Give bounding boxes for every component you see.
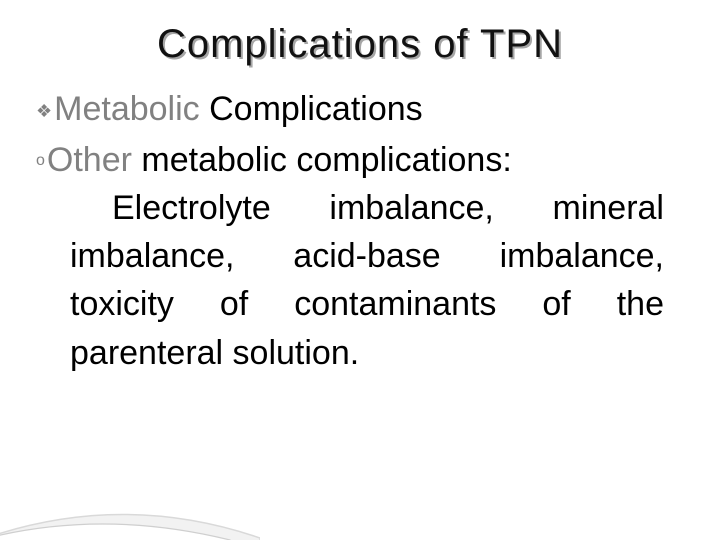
bullet-other-line: oOther metabolic complications: [36, 138, 664, 182]
swoosh-icon [0, 460, 260, 540]
bullet2-lead: Other [47, 141, 132, 179]
title-main-text: Complications of TPN [157, 22, 563, 66]
circle-bullet-icon: o [36, 151, 45, 172]
slide: Complications of TPN Complications of TP… [0, 0, 720, 540]
bullet2-rest: metabolic complications: [132, 141, 512, 179]
title-area: Complications of TPN Complications of TP… [0, 22, 720, 67]
paragraph-text: Electrolyte imbalance, mineral imbalance… [70, 189, 664, 372]
corner-decoration [0, 460, 260, 540]
body-area: ❖Metabolic Complications oOther metaboli… [36, 88, 664, 377]
paragraph-body: Electrolyte imbalance, mineral imbalance… [70, 184, 664, 377]
bullet-metabolic: ❖Metabolic Complications [36, 88, 664, 132]
bullet1-lead: Metabolic [54, 90, 200, 128]
bullet1-rest: Complications [200, 90, 423, 128]
diamond-bullet-icon: ❖ [36, 100, 52, 123]
slide-title: Complications of TPN Complications of TP… [157, 22, 563, 67]
bullet-other-block: oOther metabolic complications: Electrol… [36, 138, 664, 377]
